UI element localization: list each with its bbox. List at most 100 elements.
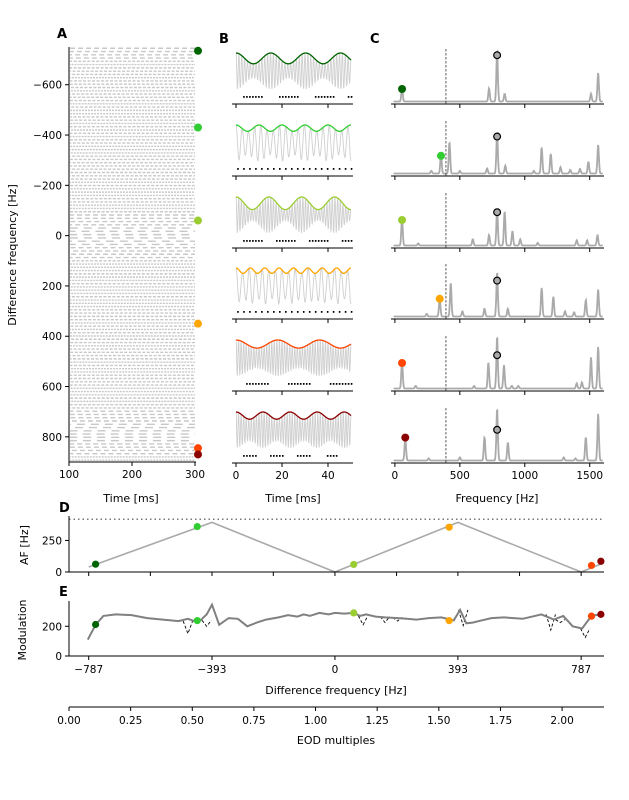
panel-b-spike <box>311 240 314 242</box>
panel-label-a: A <box>57 27 67 42</box>
panel-c-xtick-label: 1000 <box>511 470 538 482</box>
panel-a-xtick-label: 100 <box>59 469 79 481</box>
panel-b-traces: 0 20 40 <box>232 52 353 482</box>
panel-label-d: D <box>59 501 70 516</box>
panel-b-spike <box>305 383 308 385</box>
panel-c-beat-marker <box>398 359 407 367</box>
panel-b-spike <box>279 96 281 98</box>
panel-b-spike <box>255 455 257 457</box>
panel-b-spike <box>350 168 353 170</box>
panel-b-spike <box>284 240 287 242</box>
panel-b-spike <box>258 240 260 242</box>
panel-a-xtick-label: 200 <box>122 469 142 481</box>
panel-b-envelope <box>236 52 352 65</box>
panel-b-spike <box>261 168 263 170</box>
panel-b-spike <box>302 455 305 457</box>
panel-e-xlabel: Difference frequency [Hz] <box>265 684 407 697</box>
panel-b-spike <box>341 240 344 242</box>
panel-b-spike <box>296 455 299 457</box>
panel-e-xtick-label: 787 <box>571 664 591 676</box>
panel-b-spike <box>273 168 275 170</box>
panel-b-spike <box>320 168 323 170</box>
panel-b-spike <box>314 168 317 170</box>
panel-a-marker <box>194 46 202 55</box>
panel-e-dashed-dip <box>379 616 391 624</box>
panel-b-envelope <box>236 339 352 349</box>
panel-b-spike <box>317 96 320 98</box>
panel-b-spike <box>255 168 257 170</box>
panel-b-spike <box>258 383 260 385</box>
panel-b-spike <box>308 311 311 313</box>
eod-axis-tick-label: 0.50 <box>181 715 204 727</box>
panel-a-marker <box>194 319 202 328</box>
panel-b-spike <box>290 96 293 98</box>
panel-d-marker <box>597 557 605 565</box>
panel-b-spike <box>335 455 338 457</box>
panel-b-xtick-label: 0 <box>233 470 240 482</box>
panel-b-spike <box>338 168 341 170</box>
panel-b-spike <box>344 311 347 313</box>
panel-b-spike <box>299 455 302 457</box>
panel-a-ytick-label: 600 <box>42 382 62 394</box>
panel-b-spike <box>255 240 257 242</box>
panel-b-spike <box>249 311 251 313</box>
panel-e-dashed-dip <box>201 620 212 627</box>
panel-b-spike <box>249 383 251 385</box>
panel-e-xtick-label: −787 <box>74 664 103 676</box>
panel-b-spike <box>335 383 338 385</box>
panel-b-envelope <box>236 124 351 132</box>
panel-b-spike <box>252 455 254 457</box>
panel-e-xtick-label: 393 <box>448 664 468 676</box>
panel-a-raster: 100 200 300 −600 −400 −200 0 200 400 600 800 <box>33 46 205 481</box>
panel-b-spike <box>255 311 257 313</box>
panel-c-eod-marker <box>493 132 502 141</box>
eod-axis-tick-label: 1.25 <box>365 715 388 727</box>
panel-b-spike <box>267 383 269 385</box>
panel-b-spike <box>255 383 257 385</box>
panel-b-spike <box>237 168 239 170</box>
panel-c-beat-marker <box>398 216 407 224</box>
panel-d-marker <box>587 561 596 570</box>
panel-e-marker <box>350 609 358 617</box>
panel-b-spike <box>350 96 353 98</box>
panel-b-spike <box>320 96 323 98</box>
panel-b-spike <box>350 311 353 313</box>
panel-b-spike <box>290 383 293 385</box>
panel-b-spike <box>287 240 290 242</box>
panel-b-spike <box>267 311 269 313</box>
panel-b-spike <box>246 96 248 98</box>
panel-b-spike <box>296 168 299 170</box>
panel-b-spike <box>270 455 272 457</box>
panel-a-marker <box>194 450 202 459</box>
panel-b-spike <box>246 383 248 385</box>
panel-b-spike <box>252 96 254 98</box>
panel-e-ylabel: Modulation <box>16 599 29 660</box>
panel-d-ylabel: AF [Hz] <box>18 525 31 565</box>
panel-c-spectra: 0 500 1000 1500 <box>391 49 604 482</box>
panel-b-spike <box>308 168 311 170</box>
panel-a-marker <box>194 216 202 225</box>
panel-e-marker <box>587 612 596 620</box>
panel-b-spike <box>282 455 284 457</box>
panel-e-dashed-dip <box>358 615 369 626</box>
panel-a-xlabel: Time [ms] <box>102 492 158 505</box>
panel-b-envelope <box>236 411 352 420</box>
panel-b-spike <box>347 96 350 98</box>
panel-b-spike <box>314 240 317 242</box>
eod-axis-tick-label: 2.00 <box>550 715 573 727</box>
panel-b-spike <box>329 383 332 385</box>
panel-b-spike <box>276 455 278 457</box>
eod-axis-tick-label: 1.50 <box>427 715 450 727</box>
panel-b-spike <box>308 455 311 457</box>
panel-b-spike <box>320 311 323 313</box>
panel-a-xtick-label: 300 <box>185 469 205 481</box>
panel-a-ytick-label: 0 <box>55 231 62 243</box>
panel-b-spike <box>261 311 263 313</box>
panel-b-spike <box>246 240 248 242</box>
panel-b-spike <box>273 455 275 457</box>
panel-b-spike <box>302 311 305 313</box>
panel-c-xlabel: Frequency [Hz] <box>456 492 539 505</box>
panel-b-carrier-trace <box>235 339 352 377</box>
panel-b-spike <box>249 240 251 242</box>
